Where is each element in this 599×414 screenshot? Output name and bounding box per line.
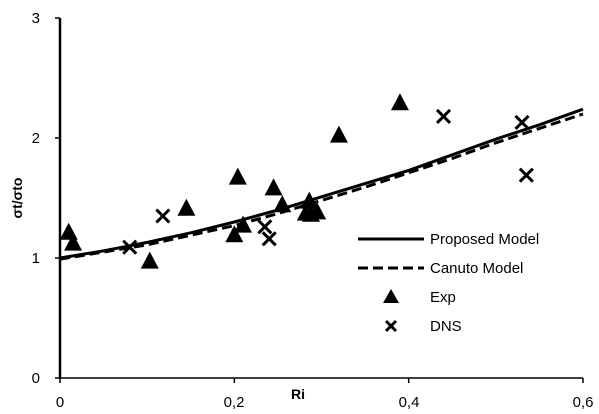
exp-point-10 [300, 191, 319, 209]
dns-point-5 [514, 114, 530, 130]
axis-ticks [55, 17, 584, 383]
dns-point-4 [435, 108, 452, 124]
exp-point-2 [140, 251, 159, 269]
dns-point-0 [122, 239, 138, 255]
y-tick-label-0: 0 [32, 370, 40, 387]
legend-label-exp: Exp [430, 289, 456, 306]
legend-label-dns: DNS [430, 318, 462, 335]
dns-point-1 [155, 208, 171, 224]
exp-point-6 [234, 215, 253, 233]
plot-markers [59, 93, 534, 269]
exp-point-1 [64, 233, 83, 251]
x-tick-label-3: 0,6 [573, 394, 594, 411]
exp-point-5 [228, 167, 247, 185]
exp-point-3 [177, 198, 196, 216]
y-tick-label-1: 1 [32, 250, 40, 267]
exp-point-8 [273, 195, 292, 213]
x-tick-label-0: 0 [56, 394, 64, 411]
exp-point-7 [264, 178, 283, 196]
exp-point-4 [225, 225, 244, 243]
legend: Proposed Model Canuto Model Exp DNS [358, 231, 539, 335]
legend-label-proposed-model: Proposed Model [430, 231, 539, 248]
y-tick-label-3: 3 [32, 10, 40, 27]
dns-point-6 [518, 167, 534, 183]
plot-lines [59, 107, 584, 261]
exp-point-14 [390, 93, 409, 111]
series-line-canuto-model [59, 112, 584, 261]
legend-symbol-dns [384, 319, 398, 333]
y-axis-title: σt/σto [9, 178, 25, 219]
legend-label-canuto-model: Canuto Model [430, 260, 523, 277]
x-axis-title: Ri [291, 386, 305, 402]
y-tick-label-2: 2 [32, 130, 40, 147]
exp-point-0 [59, 222, 78, 240]
x-tick-label-1: 0,2 [224, 394, 245, 411]
exp-point-12 [308, 202, 327, 220]
dns-point-3 [261, 231, 277, 247]
dns-point-2 [257, 219, 273, 235]
exp-point-13 [329, 125, 348, 143]
x-tick-label-2: 0,4 [399, 394, 420, 411]
series-line-proposed-model [59, 107, 584, 260]
legend-symbol-exp [383, 289, 399, 303]
